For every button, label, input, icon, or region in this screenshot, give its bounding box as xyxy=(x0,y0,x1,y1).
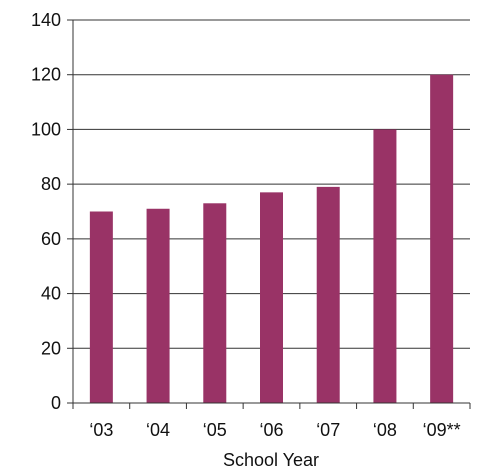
x-tick-label: ‘06 xyxy=(259,420,283,440)
y-tick-label: 20 xyxy=(41,338,61,358)
bars xyxy=(89,74,454,403)
x-tick-label: ‘07 xyxy=(316,420,340,440)
bar-0 xyxy=(89,211,113,403)
x-tick-label: ‘05 xyxy=(203,420,227,440)
bar-1 xyxy=(146,208,170,403)
y-tick-label: 120 xyxy=(31,65,61,85)
y-tick-label: 80 xyxy=(41,174,61,194)
y-tick-label: 60 xyxy=(41,229,61,249)
x-tick-label: ‘04 xyxy=(146,420,170,440)
axes xyxy=(67,19,471,409)
x-tick-label: ‘03 xyxy=(89,420,113,440)
y-tick-label: 140 xyxy=(31,10,61,30)
y-tick-label: 0 xyxy=(51,393,61,413)
x-tick-label: ‘09** xyxy=(423,420,461,440)
x-axis-title: School Year xyxy=(223,450,319,470)
y-tick-label: 40 xyxy=(41,284,61,304)
bar-3 xyxy=(260,192,283,403)
x-tick-label: ‘08 xyxy=(373,420,397,440)
x-tick-labels: ‘03 ‘04 ‘05 ‘06 ‘07 ‘08 ‘09** xyxy=(89,420,460,440)
bar-6 xyxy=(430,74,454,403)
bar-2 xyxy=(203,203,227,403)
y-tick-labels: 0 20 40 60 80 100 120 140 xyxy=(31,10,61,413)
bar-5 xyxy=(373,129,397,403)
y-tick-label: 100 xyxy=(31,119,61,139)
bar-4 xyxy=(316,186,340,403)
